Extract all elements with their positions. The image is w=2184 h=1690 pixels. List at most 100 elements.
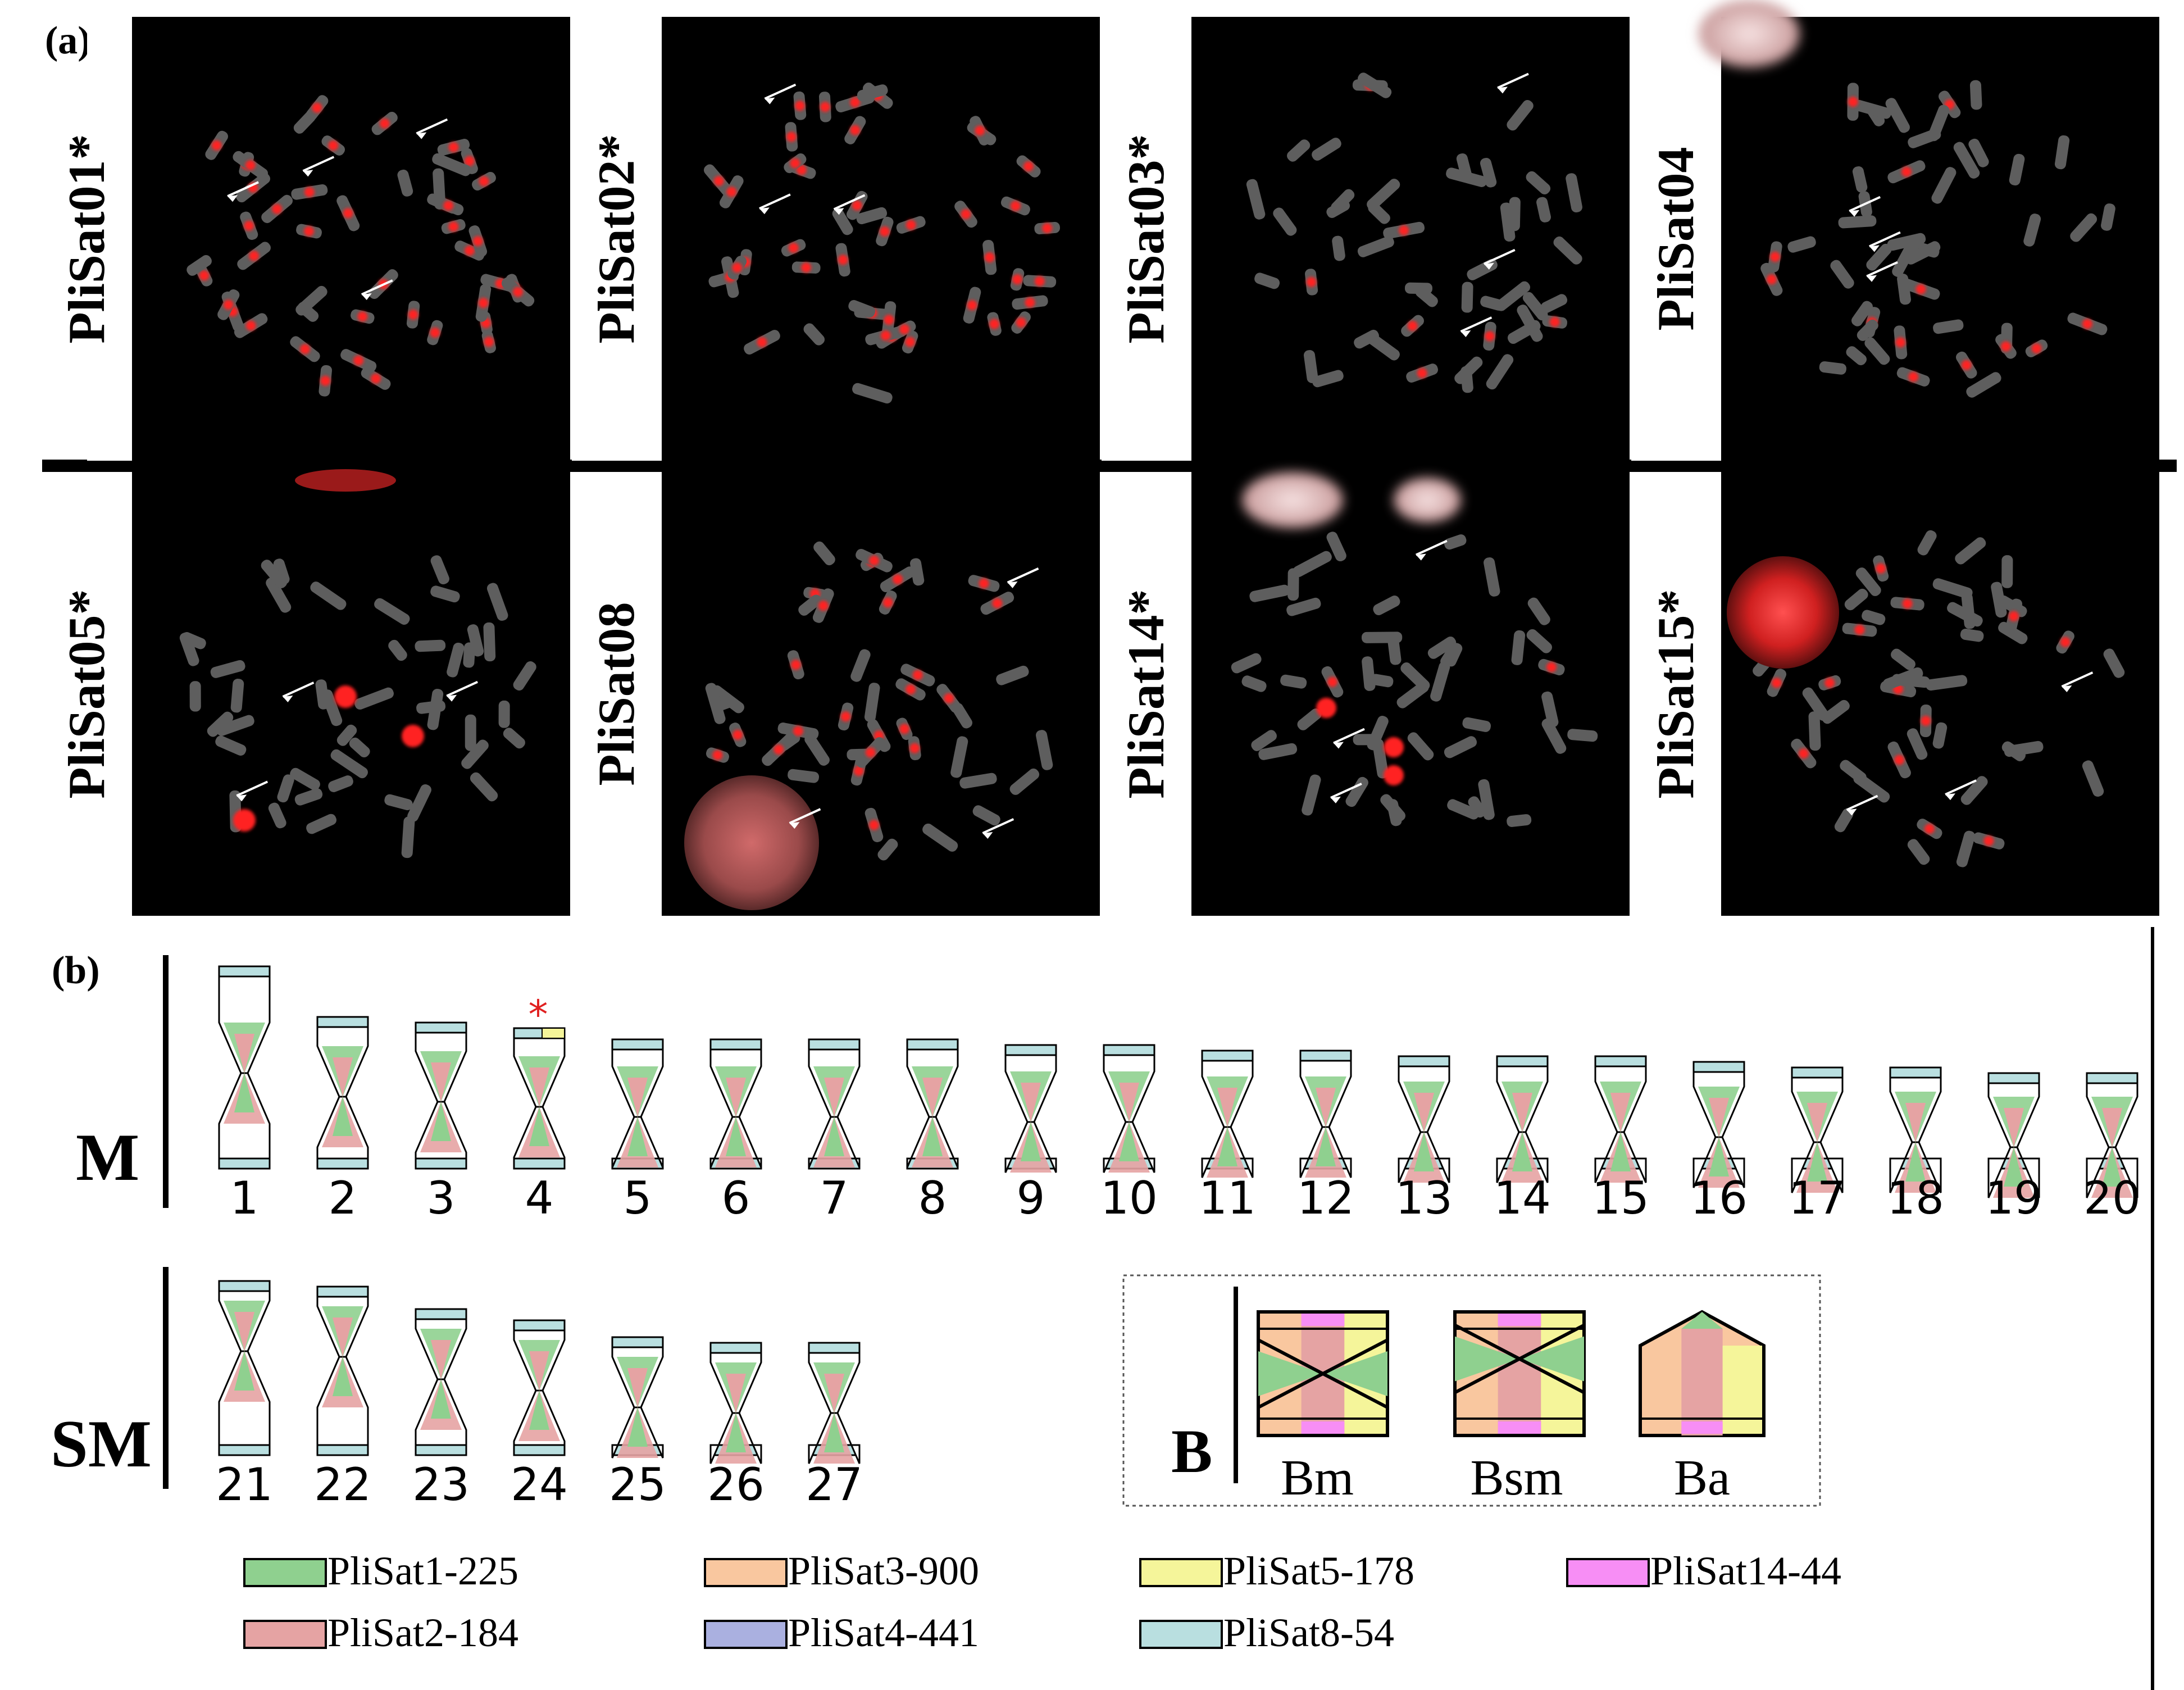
micrograph-panel: PliSat04 [1631,0,2159,461]
band-pliSat2 [2004,1108,2024,1147]
chromosome-ideogram [808,1342,861,1464]
chromosome [1844,588,1868,611]
panel-label-area [572,472,662,916]
fish-signal [1983,835,1994,846]
chromosome [1447,799,1480,820]
chromosome [1480,296,1504,311]
legend-entry: PliSat14-44 [1566,1548,1841,1593]
b-centromere [1257,1338,1389,1409]
chromosome [498,700,510,728]
fish-signal [1902,598,1913,609]
chromosome-ideogram [218,1280,271,1456]
chromosome [432,153,471,176]
chromosome [1852,166,1868,193]
chromosome [1332,235,1345,261]
chromosome [2054,135,2070,170]
b-chromosome-label: Bm [1281,1450,1354,1506]
chromosome [1567,729,1598,742]
band-pliSat2 [1498,1314,1541,1434]
chromosome [1862,610,1886,625]
band-pliSat2 [922,1078,943,1117]
chromosome [1917,530,1937,556]
chromosome-ideogram [1889,1066,1942,1193]
chromosome [1787,236,1816,253]
chromosome [1846,346,1867,366]
fish-signal [408,309,418,320]
chromosome [266,577,292,613]
micrograph-image [1191,17,1630,461]
fish-signal [430,328,440,338]
chromosome [1536,197,1551,222]
chromosome [705,683,726,724]
chromosome [1430,661,1450,702]
band-pliSat2 [529,1351,549,1391]
fish-signal [1895,337,1906,348]
fish-signal [1771,678,1782,688]
chromosome [330,749,368,779]
chromosome [798,594,822,616]
chromosome [1373,595,1400,615]
band-pliSat8 [906,1038,959,1051]
arrow-head [834,208,844,215]
chromosome-number: 19 [1985,1172,2042,1224]
fish-signal [448,221,459,232]
band-pliSat14 [1301,1314,1345,1326]
chromosome [483,622,496,662]
arrow-head [1416,553,1426,561]
chromosome [1802,687,1830,721]
band-pliSat2 [1119,1083,1139,1122]
arrow [1460,316,1493,333]
fish-signal [1824,678,1835,688]
band-pliSat8 [1889,1066,1942,1079]
band-pliSat2 [627,1078,648,1117]
arrow-head [2062,685,2072,692]
chromosome [1460,366,1473,393]
fish-signal [1306,276,1317,287]
chromosome [328,775,353,792]
arrow [361,279,393,296]
chromosome [1855,567,1881,596]
b-group-label: B [1171,1417,1212,1485]
fish-signal [1417,368,1427,379]
arm-q [2086,1146,2138,1198]
asterisk-chromosome-4: * [529,992,548,1038]
chromosome-number: 12 [1297,1172,1354,1224]
chromosome [1566,173,1582,213]
fish-signal [478,298,489,308]
fish-signal [899,324,910,335]
band-pliSat1 [627,1407,648,1447]
chromosome [972,805,1000,826]
chromosome [430,555,449,585]
band-pliSat2 [431,1340,451,1379]
b-centromere [1454,1323,1585,1394]
chromosome-ideogram [316,1285,369,1456]
band-pliSat2 [1905,1103,1926,1142]
band-pliSat1 [333,1357,353,1396]
panel-label-area [87,17,132,461]
ideogram-metacentric: 1 2 3 4 5 6 7 8 9 10 11 12 13 14 15 16 17 18 19 20 [218,965,2141,1224]
chromosome [2103,648,2125,678]
fish-signal [245,320,256,331]
band-pliSat14 [1301,1421,1345,1434]
fish-signal [788,243,799,253]
chromosome [1864,337,1890,365]
chromosome [1358,72,1392,98]
chromosome-number: 14 [1494,1172,1551,1224]
chromosome [294,788,323,806]
fish-signal [1915,284,1926,294]
panel-label-area [1631,17,1721,461]
band-pliSat8 [218,965,271,978]
chromosome [1444,534,1467,550]
chromosome [415,639,446,652]
band-pliSat2 [529,1067,549,1107]
chromosome [1931,167,1957,204]
chromosome-ideogram [1594,1055,1647,1183]
band-pliSat2 [824,1374,844,1413]
fish-signal [893,574,903,585]
chromosome [461,739,489,769]
band-pliSat8 [1692,1061,1745,1073]
chromosome [1484,557,1500,597]
chromosome [215,735,247,756]
chromosome-ideogram [415,1308,467,1456]
chromosome [2023,213,2041,247]
